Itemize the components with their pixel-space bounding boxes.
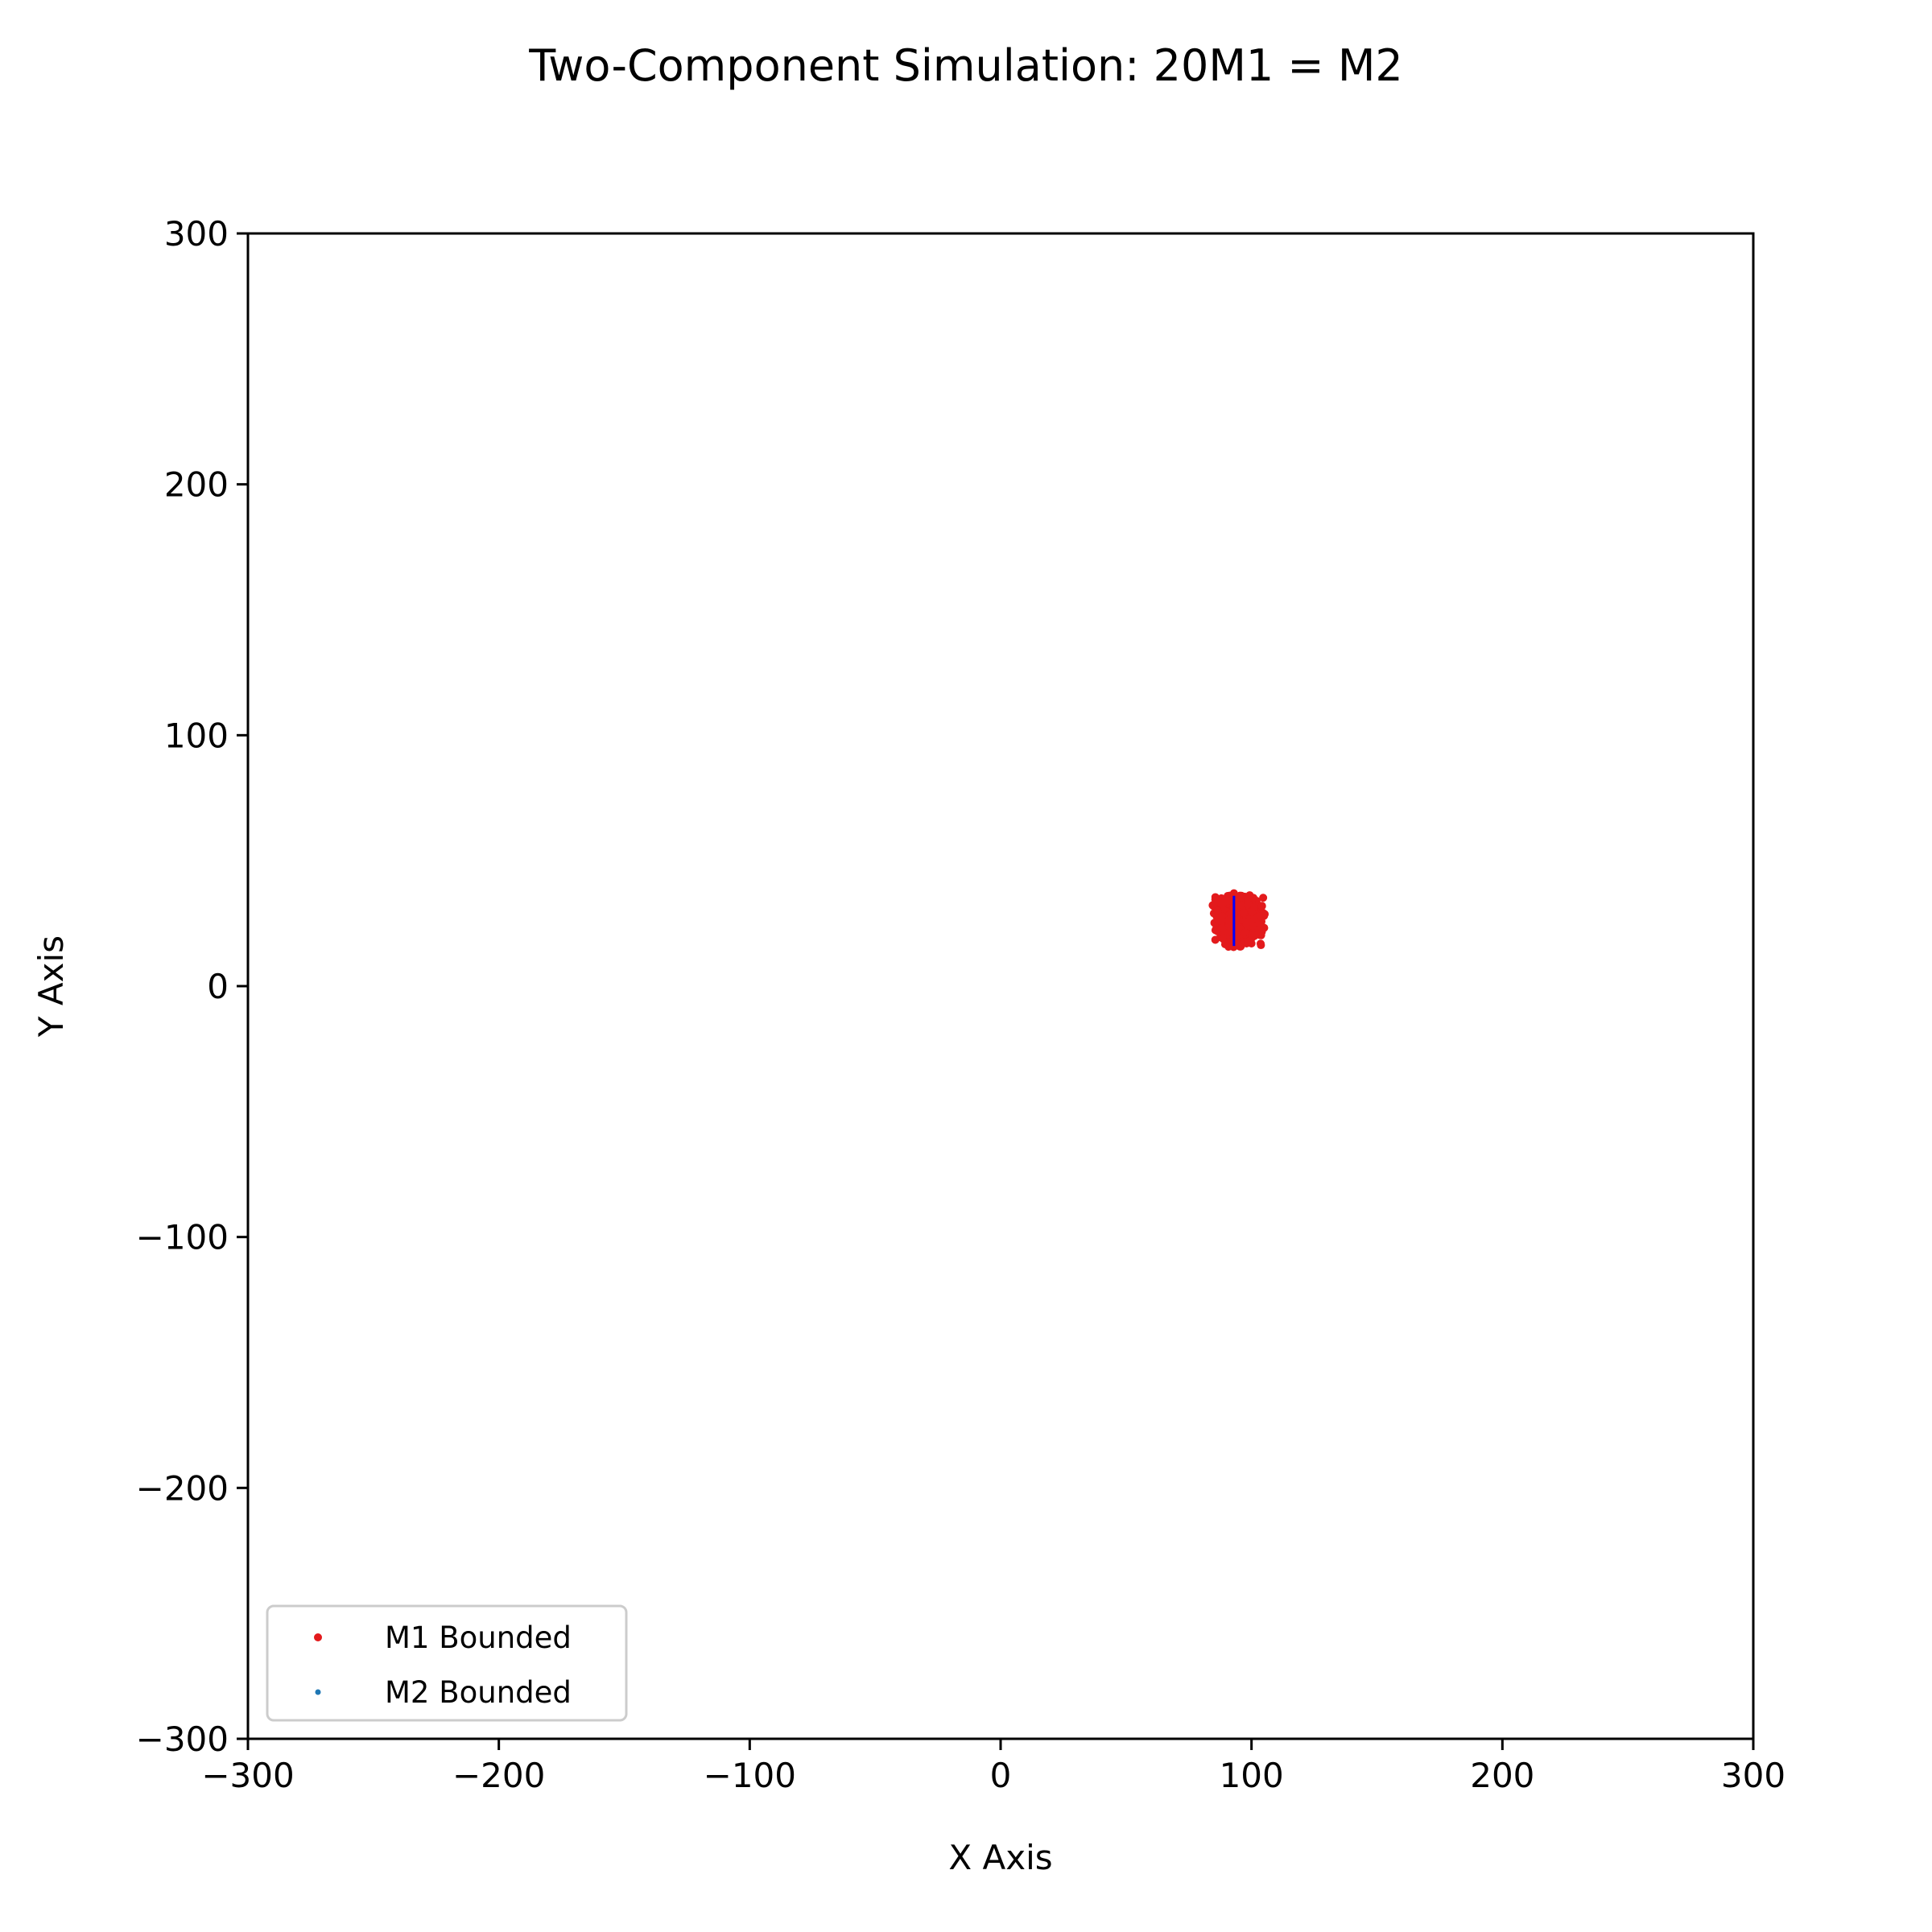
legend-label-m1: M1 Bounded [385, 1620, 572, 1655]
legend-swatch-m2 [315, 1689, 321, 1695]
scatter-point [1224, 928, 1233, 937]
x-tick-label: −300 [201, 1756, 294, 1795]
legend-box [266, 1604, 628, 1722]
y-tick-label: −200 [136, 1468, 229, 1508]
scatter-point [1241, 928, 1249, 937]
scatter-point [1224, 897, 1232, 906]
chart-title: Two-Component Simulation: 20M1 = M2 [528, 40, 1403, 91]
y-tick-label: −100 [136, 1218, 229, 1257]
x-tick-label: −200 [452, 1756, 545, 1795]
x-tick-label: 100 [1220, 1756, 1284, 1795]
x-axis-label: X Axis [948, 1838, 1052, 1877]
scatter-point [1239, 908, 1248, 917]
y-axis-label: Y Axis [31, 935, 71, 1038]
scatter-point [1244, 937, 1253, 946]
y-tick-label: 300 [164, 214, 229, 254]
scatter-point [1217, 923, 1226, 932]
scatter-point [1257, 902, 1266, 910]
markers-layer [1219, 895, 1260, 947]
scatter-point [1248, 908, 1257, 917]
y-axis-ticks: −300 −200 −100 0 100 200 300 [136, 214, 248, 1759]
plot-area [246, 232, 1755, 1740]
x-tick-label: −100 [704, 1756, 796, 1795]
scatter-point [1217, 899, 1226, 908]
scatter-point [1256, 939, 1265, 948]
scatter-point [1236, 942, 1245, 951]
scatter-point [1249, 922, 1257, 931]
y-tick-label: 0 [207, 967, 229, 1006]
scatter-point [1259, 894, 1268, 902]
scatter-point [1220, 939, 1229, 948]
x-tick-label: 200 [1470, 1756, 1534, 1795]
y-tick-label: −300 [136, 1719, 229, 1759]
legend-swatch-m1 [314, 1633, 322, 1641]
legend: M1 Bounded M2 Bounded [266, 1604, 628, 1722]
scatter-point [1261, 910, 1269, 919]
scatter-point [1217, 912, 1226, 921]
legend-label-m2: M2 Bounded [385, 1675, 572, 1710]
x-axis-ticks: −300 −200 −100 0 100 200 300 [201, 1739, 1785, 1795]
x-tick-label: 300 [1721, 1756, 1785, 1795]
y-tick-label: 200 [164, 465, 229, 505]
y-tick-label: 100 [164, 716, 229, 755]
scatter-point [1244, 900, 1253, 909]
x-tick-label: 0 [990, 1756, 1012, 1795]
